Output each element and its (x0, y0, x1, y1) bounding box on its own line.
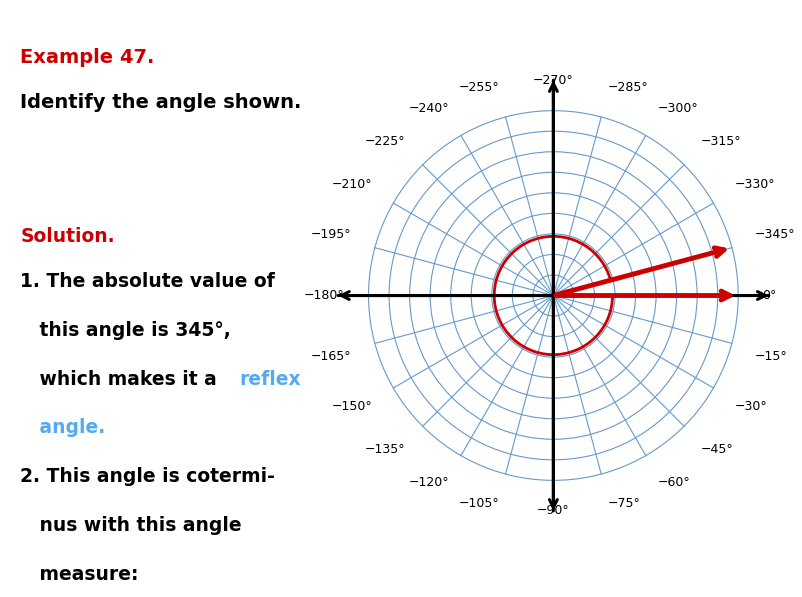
Text: −210°: −210° (332, 178, 372, 191)
Text: −315°: −315° (701, 135, 742, 148)
Text: −165°: −165° (311, 350, 351, 362)
Text: −240°: −240° (408, 101, 449, 115)
Text: −180°: −180° (304, 289, 345, 302)
Text: −255°: −255° (459, 81, 500, 94)
Text: −60°: −60° (658, 476, 691, 490)
Text: 0°: 0° (762, 289, 776, 302)
Text: −225°: −225° (365, 135, 406, 148)
Text: −15°: −15° (755, 350, 788, 362)
Text: 1. The absolute value of: 1. The absolute value of (20, 272, 275, 291)
Text: this angle is 345°,: this angle is 345°, (20, 321, 231, 340)
Text: which makes it a: which makes it a (20, 370, 224, 389)
Text: −45°: −45° (701, 443, 734, 456)
Text: 2. This angle is cotermi-: 2. This angle is cotermi- (20, 467, 275, 487)
Text: measure:: measure: (20, 565, 139, 584)
Text: −330°: −330° (735, 178, 775, 191)
Text: −345°: −345° (755, 229, 796, 241)
Text: −300°: −300° (658, 101, 699, 115)
Text: −195°: −195° (311, 229, 351, 241)
Text: −30°: −30° (735, 400, 767, 413)
Text: nus with this angle: nus with this angle (20, 516, 242, 536)
Text: −135°: −135° (365, 443, 406, 456)
Text: Example 47.: Example 47. (20, 48, 155, 67)
Text: −75°: −75° (607, 497, 640, 510)
Text: angle.: angle. (20, 418, 105, 438)
Text: −90°: −90° (537, 504, 569, 518)
Text: −285°: −285° (607, 81, 648, 94)
Text: −270°: −270° (533, 73, 573, 87)
Text: Identify the angle shown.: Identify the angle shown. (20, 93, 302, 112)
Text: reflex: reflex (239, 370, 301, 389)
Text: −150°: −150° (332, 400, 372, 413)
Text: −105°: −105° (459, 497, 500, 510)
Text: −120°: −120° (408, 476, 449, 490)
Text: Solution.: Solution. (20, 227, 115, 246)
